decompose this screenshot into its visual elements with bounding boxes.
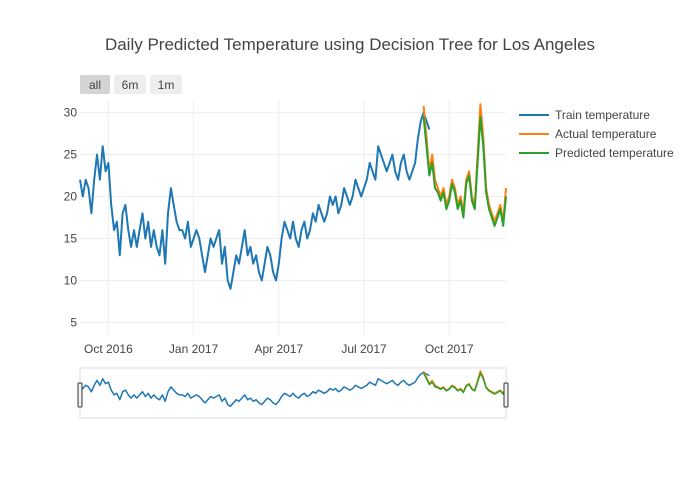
range-button-all[interactable]: all — [80, 75, 110, 94]
legend: Train temperature Actual temperature Predi… — [519, 108, 674, 160]
range-slider-line-train — [79, 371, 430, 407]
grid-layer — [80, 100, 506, 335]
legend-label: Predicted temperature — [555, 146, 674, 160]
chart-title: Daily Predicted Temperature using Decisi… — [105, 35, 595, 54]
y-tick-label: 30 — [64, 106, 78, 120]
range-button-label: 1m — [158, 78, 175, 92]
series-line-train — [79, 111, 431, 290]
y-tick-label: 10 — [64, 273, 78, 287]
y-tick-label: 25 — [64, 148, 78, 162]
legend-label: Train temperature — [555, 108, 650, 122]
legend-label: Actual temperature — [555, 127, 657, 141]
range-slider-left-handle[interactable] — [77, 382, 83, 408]
series-layer — [79, 103, 507, 290]
legend-item-actual[interactable]: Actual temperature — [519, 127, 657, 141]
range-button-label: all — [89, 78, 101, 92]
series-line-predicted — [422, 115, 507, 227]
legend-item-train[interactable]: Train temperature — [519, 108, 650, 122]
y-tick-label: 20 — [64, 190, 78, 204]
range-button-6m[interactable]: 6m — [114, 75, 146, 94]
legend-item-predicted[interactable]: Predicted temperature — [519, 146, 674, 160]
range-button-label: 6m — [122, 78, 139, 92]
range-button-1m[interactable]: 1m — [150, 75, 182, 94]
x-tick-label: Apr 2017 — [254, 342, 303, 356]
range-slider[interactable] — [77, 367, 509, 419]
x-axis: Oct 2016 Jan 2017 Apr 2017 Jul 2017 Oct 2017 — [84, 342, 474, 356]
x-tick-label: Oct 2017 — [425, 342, 474, 356]
y-tick-label: 5 — [70, 315, 77, 329]
x-tick-label: Jul 2017 — [341, 342, 387, 356]
x-tick-label: Oct 2016 — [84, 342, 133, 356]
range-slider-line-predicted — [422, 372, 507, 395]
range-selector: all 6m 1m — [80, 75, 182, 94]
range-slider-right-handle[interactable] — [503, 382, 509, 408]
x-tick-label: Jan 2017 — [169, 342, 219, 356]
y-axis: 5 10 15 20 25 30 — [64, 106, 78, 330]
y-tick-label: 15 — [64, 231, 78, 245]
